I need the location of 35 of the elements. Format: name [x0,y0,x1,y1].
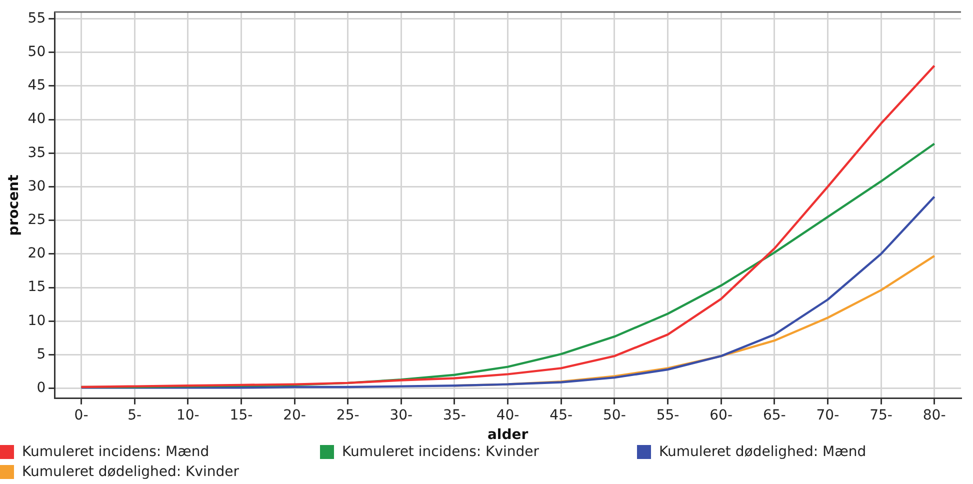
x-tick-label: 20- [283,407,306,424]
x-tick-label: 70- [816,407,840,424]
x-tick-label: 30- [390,407,413,424]
x-tick-label: 60- [710,407,733,424]
x-tick-label: 75- [870,407,892,424]
x-tick-label: 40- [496,407,520,424]
x-tick-label: 25- [336,407,360,424]
y-tick-label: 5 [36,346,46,362]
legend-label: Kumuleret incidens: Mænd [22,444,210,460]
y-tick-label: 35 [28,144,46,161]
x-tick-label: 15- [230,407,253,424]
y-tick-label: 45 [28,78,46,94]
legend-label: Kumuleret dødelighed: Mænd [659,444,866,460]
x-tick-label: 0- [74,407,88,424]
x-axis-title: alder [487,427,528,444]
y-tick-label: 0 [36,380,46,396]
x-tick-label: 45- [550,407,573,424]
y-axis-title: procent [6,174,22,236]
y-tick-label: 30 [28,178,46,194]
x-tick-label: 10- [176,407,200,424]
y-tick-label: 15 [28,279,46,296]
y-tick-label: 50 [28,44,46,60]
x-tick-label: 50- [603,407,626,424]
x-tick-label: 55- [656,407,680,424]
legend-label: Kumuleret incidens: Kvinder [342,444,540,460]
y-tick-label: 20 [28,246,46,262]
y-tick-label: 40 [28,111,46,128]
x-tick-label: 5- [128,407,142,424]
x-tick-label: 35- [443,407,466,424]
y-tick-label: 55 [28,10,46,26]
x-tick-label: 80- [922,407,946,424]
legend-label: Kumuleret dødelighed: Kvinder [22,464,240,480]
x-tick-label: 65- [762,407,786,424]
y-tick-label: 10 [28,312,46,329]
y-tick-label: 25 [28,212,46,228]
